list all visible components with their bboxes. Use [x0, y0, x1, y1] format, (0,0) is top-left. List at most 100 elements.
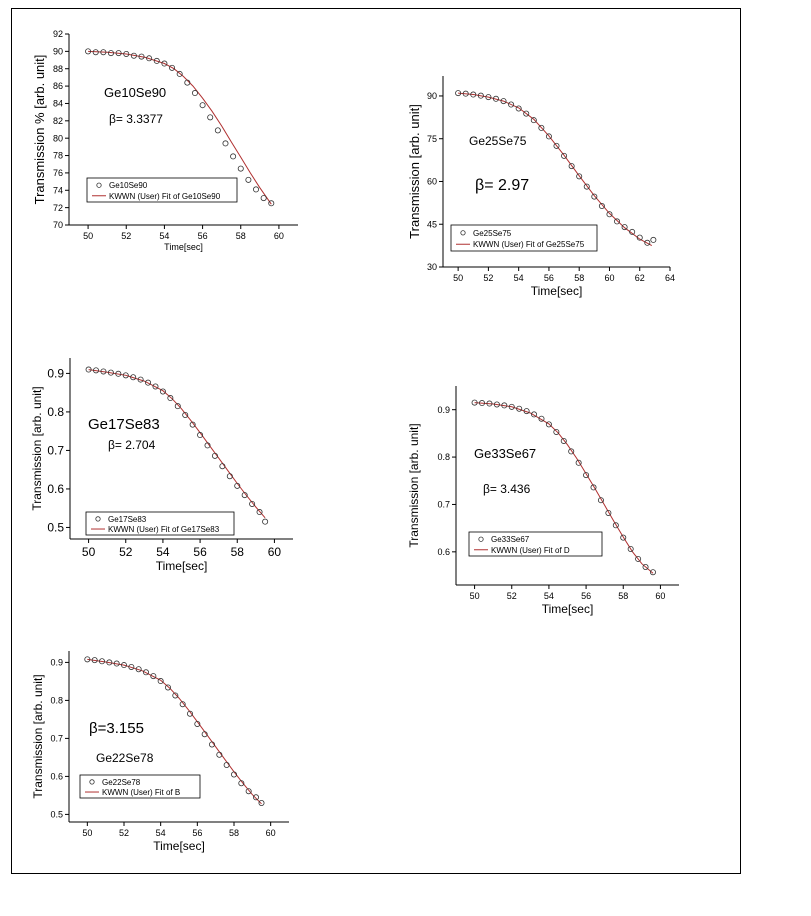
data-point [493, 401, 500, 408]
x-tick-label: 60 [604, 273, 614, 283]
data-point [455, 90, 462, 97]
chart-3: 50 52 54 56 58 60 0.5 0.6 0.7 0.8 0.9 Time[sec] Tran… [30, 358, 293, 573]
data-point [508, 101, 515, 108]
legend-entry: Ge33Se67 [491, 535, 530, 544]
data-point [84, 656, 91, 663]
data-point [650, 236, 657, 243]
data-point [115, 50, 122, 57]
data-point [479, 400, 486, 407]
y-axis-label: Transmission [arb. unit] [30, 386, 44, 510]
data-point [545, 421, 552, 428]
data-point [172, 692, 179, 699]
annotation: Ge22Se78 [96, 751, 154, 765]
data-point [135, 666, 142, 673]
data-point [560, 437, 567, 444]
legend-entry: Ge25Se75 [473, 229, 512, 238]
data-point [197, 432, 204, 439]
y-axis-label: Transmission % [arb. unit] [32, 55, 47, 205]
annotation: Ge17Se83 [88, 416, 160, 433]
data-point [538, 415, 545, 422]
x-tick-label: 56 [192, 828, 202, 838]
data-point [128, 663, 135, 670]
data-point [629, 228, 636, 235]
chart-1: 50 52 54 56 58 60 70 72 74 76 78 80 82 84 86 88 90 92 Time… [32, 29, 298, 252]
x-tick-label: 50 [83, 231, 93, 241]
x-tick-label: 58 [618, 591, 628, 601]
y-tick-label: 0.6 [50, 772, 63, 782]
data-point [85, 366, 92, 373]
data-point [100, 368, 107, 375]
data-point [153, 57, 160, 64]
data-point [477, 92, 484, 99]
data-point [523, 408, 530, 415]
data-point [164, 684, 171, 691]
chart-4: 50 52 54 56 58 60 0.6 0.7 0.8 0.9 Time[sec] Transmi… [407, 386, 679, 616]
data-point [553, 142, 560, 149]
x-tick-label: 54 [514, 273, 524, 283]
data-point [598, 202, 605, 209]
x-axis-label: Time[sec] [156, 559, 208, 573]
data-point [492, 95, 499, 102]
x-axis-label: Time[sec] [531, 284, 583, 298]
data-point [553, 428, 560, 435]
data-point [115, 370, 122, 377]
y-tick-label: 92 [53, 29, 63, 39]
data-point [146, 55, 153, 62]
legend: Ge10Se90 KWWN (User) Fit of Ge10Se90 [86, 177, 238, 203]
data-point [568, 163, 575, 170]
x-tick-label: 62 [635, 273, 645, 283]
annotation: β=3.155 [89, 720, 144, 737]
x-tick-label: 58 [231, 545, 245, 559]
y-tick-label: 0.6 [47, 482, 64, 496]
y-axis-label: Transmission [arb. unit] [407, 104, 422, 239]
y-tick-label: 0.5 [47, 521, 64, 535]
y-tick-label: 84 [53, 99, 63, 109]
y-tick-label: 0.8 [50, 696, 63, 706]
legend-box [79, 774, 201, 799]
data-point [591, 193, 598, 200]
data-point [204, 442, 211, 449]
legend: Ge25Se75 KWWN (User) Fit of Ge25Se75 [450, 224, 598, 252]
data-point [238, 780, 245, 787]
data-point [531, 411, 538, 418]
y-tick-label: 0.7 [50, 734, 63, 744]
legend-box [450, 224, 598, 252]
data-point [216, 751, 223, 758]
data-point [635, 555, 642, 562]
data-point [500, 98, 507, 105]
y-tick-label: 72 [53, 203, 63, 213]
data-point [191, 90, 198, 97]
x-tick-label: 56 [581, 591, 591, 601]
data-point [152, 383, 159, 390]
data-point [258, 800, 265, 807]
data-point [123, 50, 130, 57]
y-axis-label: Transmission [arb. unit] [31, 674, 45, 798]
data-point [245, 788, 252, 795]
legend-box [468, 531, 603, 557]
data-point [107, 50, 114, 57]
annotation: β= 2.97 [475, 177, 529, 194]
x-tick-label: 50 [470, 591, 480, 601]
y-tick-label: 0.9 [437, 405, 450, 415]
data-point [106, 659, 113, 666]
y-tick-label: 0.9 [47, 367, 64, 381]
data-point [182, 411, 189, 418]
data-point [207, 114, 214, 121]
x-tick-label: 54 [159, 231, 169, 241]
x-axis-label: Time[sec] [542, 602, 594, 616]
data-point [107, 369, 114, 376]
data-point [583, 183, 590, 190]
x-tick-label: 58 [236, 231, 246, 241]
annotation: Ge25Se75 [469, 134, 527, 148]
data-point [137, 376, 144, 383]
y-tick-label: 78 [53, 151, 63, 161]
legend-box [86, 177, 238, 203]
chart-2: 50 52 54 56 58 60 62 64 30 45 60 75 90 Time[sec] Trans… [407, 76, 675, 298]
data-point [208, 741, 215, 748]
data-point [252, 794, 259, 801]
legend-marker [460, 230, 466, 236]
x-tick-label: 60 [655, 591, 665, 601]
y-tick-label: 70 [53, 220, 63, 230]
y-tick-label: 90 [53, 47, 63, 57]
